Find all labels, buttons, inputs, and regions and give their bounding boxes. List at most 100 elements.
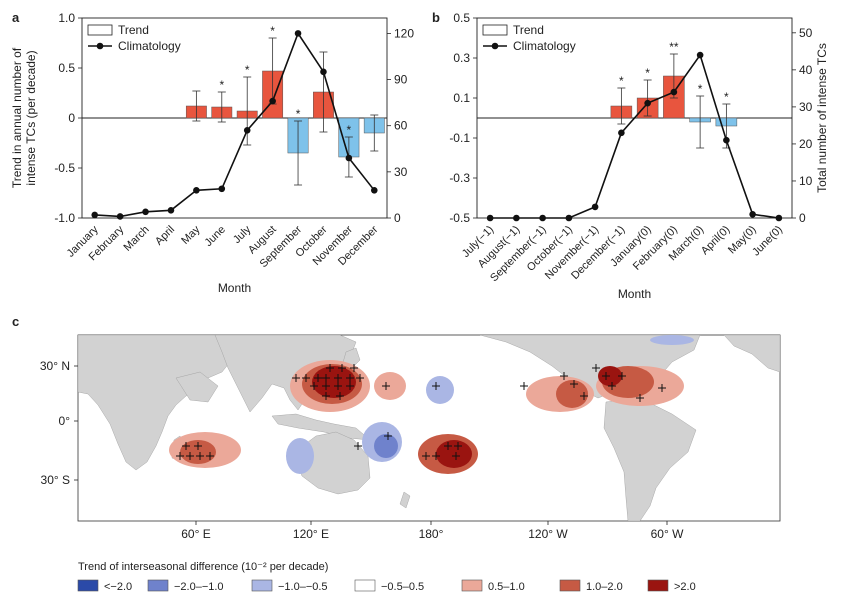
legend-title: Trend of interseasonal difference (10⁻² … xyxy=(78,561,328,573)
panel-label-a: a xyxy=(12,10,20,25)
significance-cross xyxy=(570,380,578,388)
legend-swatch xyxy=(77,579,99,592)
significance-cross xyxy=(206,452,214,460)
climatology-point xyxy=(320,68,327,76)
y2-axis-label: Total number of intense TCs xyxy=(815,43,829,193)
y2-tick-label: 50 xyxy=(799,26,813,40)
x-axis-label: Month xyxy=(618,287,651,301)
legend-label: −2.0–−1.0 xyxy=(174,581,224,593)
y2-tick-label: 0 xyxy=(394,211,401,225)
significance-mark: * xyxy=(270,24,275,38)
legend-trend-swatch xyxy=(87,24,113,36)
blob-indian-west-neg xyxy=(286,438,314,474)
y2-tick-label: 30 xyxy=(394,165,408,179)
significance-cross xyxy=(292,374,300,382)
chart-b: 0.50.30.1-0.1-0.3-0.550403020100******Ju… xyxy=(449,11,829,301)
y-tick-label: 0.5 xyxy=(58,61,75,75)
lon-tick-label: 120° W xyxy=(528,527,568,541)
significance-cross xyxy=(350,364,358,372)
significance-cross xyxy=(422,452,430,460)
y-tick-label: 0 xyxy=(68,111,75,125)
lat-tick-label: 30° S xyxy=(41,473,70,487)
panel-label-b: b xyxy=(432,10,440,25)
x-tick-label: March xyxy=(122,224,152,254)
significance-cross xyxy=(322,392,330,400)
y-tick-label: -0.5 xyxy=(449,211,470,225)
significance-cross xyxy=(454,442,462,450)
significance-cross xyxy=(336,392,344,400)
climatology-point xyxy=(116,213,124,220)
lon-tick-label: 60° W xyxy=(651,527,684,541)
climatology-point xyxy=(749,210,756,218)
legend-label: 1.0–2.0 xyxy=(586,581,623,593)
legend-swatch xyxy=(461,579,483,592)
climatology-point xyxy=(218,185,226,193)
legend-label: −1.0–−0.5 xyxy=(278,581,328,593)
climatology-point xyxy=(142,208,149,216)
legend-trend-swatch xyxy=(482,24,508,36)
significance-cross xyxy=(326,364,334,372)
significance-mark: * xyxy=(296,107,301,121)
land-greenland-europe xyxy=(723,335,780,373)
x-tick-label: June xyxy=(203,224,228,249)
y-tick-label: 0.5 xyxy=(453,11,470,25)
legend-swatch xyxy=(559,579,581,592)
significance-cross xyxy=(334,382,342,390)
significance-cross xyxy=(322,374,330,382)
y-axis-label: Trend in annual number ofintense TCs (pe… xyxy=(10,47,38,188)
significance-cross xyxy=(334,374,342,382)
significance-cross xyxy=(618,372,626,380)
blob-coral-sea-core xyxy=(374,434,398,458)
significance-cross xyxy=(338,364,346,372)
land-south-america xyxy=(603,397,697,521)
lon-tick-label: 60° E xyxy=(181,527,210,541)
y-tick-label: 0.1 xyxy=(453,91,470,105)
significance-cross xyxy=(346,374,354,382)
legend-climatology-dot xyxy=(96,42,104,50)
significance-mark: * xyxy=(645,66,650,80)
y-tick-label: 1.0 xyxy=(58,11,75,25)
y2-tick-label: 120 xyxy=(394,26,414,40)
significance-cross xyxy=(658,384,666,392)
y2-tick-label: 20 xyxy=(799,137,813,151)
legend-trend-label: Trend xyxy=(513,23,544,37)
x-tick-label: April(0) xyxy=(699,224,733,258)
climatology-point xyxy=(618,129,625,137)
significance-cross xyxy=(384,432,392,440)
significance-cross xyxy=(194,442,202,450)
significance-mark: * xyxy=(347,123,352,137)
legend-swatch xyxy=(647,579,669,592)
legend-trend-label: Trend xyxy=(118,23,149,37)
map-c: 30° N 0° 30° S 60° E 120° E 180° 120° W 60° W T… xyxy=(40,334,781,593)
lat-tick-label: 0° xyxy=(59,414,71,428)
significance-cross xyxy=(452,452,460,460)
y2-tick-label: 0 xyxy=(799,211,806,225)
climatology-point xyxy=(644,99,651,107)
legend-climatology-label: Climatology xyxy=(118,39,181,53)
significance-cross xyxy=(186,452,194,460)
climatology-point xyxy=(370,187,378,194)
y-tick-label: -1.0 xyxy=(54,211,75,225)
blob-east-pacific-core xyxy=(556,380,588,408)
significance-cross xyxy=(580,392,588,400)
y2-tick-label: 30 xyxy=(799,100,813,114)
climatology-point xyxy=(91,211,99,219)
land-new-zealand xyxy=(399,491,411,509)
legend-climatology-label: Climatology xyxy=(513,39,576,53)
significance-cross xyxy=(432,382,440,390)
climatology-point xyxy=(243,127,251,134)
significance-mark: * xyxy=(219,78,224,92)
panel-label-c: c xyxy=(12,314,19,329)
significance-cross xyxy=(520,382,528,390)
legend-label: <−2.0 xyxy=(104,581,132,593)
y-tick-label: -0.1 xyxy=(449,131,470,145)
significance-cross xyxy=(196,452,204,460)
significance-cross xyxy=(636,394,644,402)
significance-cross xyxy=(432,452,440,460)
climatology-point xyxy=(591,203,599,211)
y2-tick-label: 10 xyxy=(799,174,813,188)
x-tick-label: May xyxy=(179,223,203,247)
y2-tick-label: 40 xyxy=(799,63,813,77)
climatology-point xyxy=(539,214,546,222)
